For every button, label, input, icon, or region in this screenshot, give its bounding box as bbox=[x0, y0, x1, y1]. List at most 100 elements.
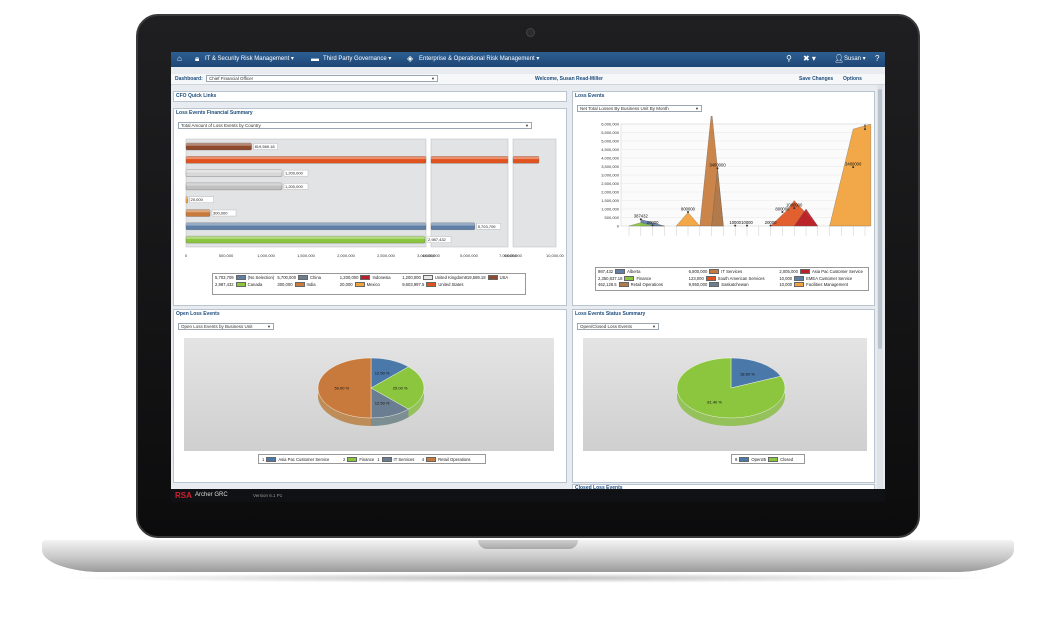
data-point bbox=[639, 218, 642, 221]
legend-swatch bbox=[799, 269, 810, 275]
legend-item: 10,000 Facilities Management bbox=[779, 282, 849, 288]
panel-open-loss-events: Open Loss Events Open Loss Events by Bus… bbox=[173, 309, 567, 483]
point-label: 20000 bbox=[765, 220, 777, 225]
slice-label: 50.00 % bbox=[335, 386, 350, 391]
legend-label: United Kingdom bbox=[434, 275, 465, 280]
data-point bbox=[852, 166, 855, 169]
data-label-bg bbox=[253, 143, 278, 150]
point-label: 3400000 bbox=[709, 163, 726, 168]
status-pie-chart: 18.60 % 81.40 % bbox=[676, 357, 786, 426]
diamond-icon: ◈ bbox=[407, 54, 414, 63]
nav-item-it-security[interactable]: IT & Security Risk Management ▾ bbox=[205, 56, 294, 62]
dashboard-select[interactable]: Chief Financial Officer bbox=[206, 75, 438, 82]
open-loss-pie-chart: 12.50 % 25.00 % 12.50 % 50.00 % bbox=[317, 357, 425, 426]
slice-label: 12.50 % bbox=[375, 370, 390, 375]
legend-swatch bbox=[615, 269, 626, 275]
legend-item: 5,703,709 (No Selection) bbox=[215, 275, 274, 281]
panel-title[interactable]: CFO Quick Links bbox=[176, 93, 217, 99]
legend-label: Indonesia bbox=[372, 275, 391, 280]
legend-item: 2,987,432 Canada bbox=[215, 282, 262, 287]
status-summary-select[interactable]: Open/Closed Loss Events bbox=[577, 323, 659, 330]
version-text: Version 6.1 P1 bbox=[253, 493, 283, 498]
help-icon[interactable]: ? bbox=[875, 54, 880, 63]
bar-indonesia-seg0 bbox=[185, 169, 283, 177]
lock-icon: 🔒︎ bbox=[195, 54, 200, 63]
dashboard-label: Dashboard: bbox=[175, 76, 203, 82]
legend-swatch bbox=[768, 456, 779, 462]
bar-highlight bbox=[431, 156, 508, 160]
legend-value: 987,432 bbox=[598, 269, 614, 274]
legend-value: 2,005,000 bbox=[779, 269, 798, 274]
legend-value: 123,000 bbox=[688, 275, 704, 281]
pie-slice-retail-operations bbox=[317, 357, 372, 419]
legend-count: 35 bbox=[761, 456, 767, 462]
rsa-logo: RSA bbox=[175, 491, 192, 500]
legend-swatch bbox=[354, 281, 365, 287]
home-icon[interactable]: ⌂ bbox=[177, 54, 182, 63]
bar-highlight bbox=[186, 222, 426, 226]
legend-swatch bbox=[381, 456, 392, 462]
panel-title: Loss Events bbox=[575, 93, 605, 99]
open-loss-select[interactable]: Open Loss Events by Business Unit bbox=[178, 323, 274, 330]
data-label-bg bbox=[283, 183, 309, 190]
loss-events-select[interactable]: Net Total Losses By Business Unit By Mon… bbox=[577, 105, 702, 112]
screen: ⌂ 🔒︎ IT & Security Risk Management ▾ ▬ T… bbox=[171, 52, 885, 502]
tools-icon[interactable]: ✖︎ ▾ bbox=[803, 54, 816, 63]
y-tick-label: 5,500,000 bbox=[601, 130, 620, 135]
pie-side-2 bbox=[371, 409, 409, 426]
legend-label: Asia Pac Customer Service bbox=[278, 456, 330, 462]
legend-count: 4 bbox=[421, 456, 425, 462]
user-icon: 👤︎ bbox=[834, 54, 845, 63]
financial-summary-select[interactable]: Total Amount of Loss Events by Country bbox=[178, 122, 532, 129]
data-label: 1,200,000 bbox=[285, 184, 304, 189]
nav-item-third-party[interactable]: Third Party Governance ▾ bbox=[323, 56, 392, 62]
legend-item: 300,000 India bbox=[277, 282, 316, 287]
legend-label: Asia Pac Customer Service bbox=[811, 269, 863, 274]
laptop-notch bbox=[478, 540, 578, 549]
pie-slice-finance bbox=[370, 366, 425, 410]
data-label-bg bbox=[476, 223, 501, 230]
legend-label: Finance bbox=[359, 456, 375, 462]
legend-item: 2,005,000 Asia Pac Customer Service bbox=[779, 269, 863, 275]
legend-value: 20,000 bbox=[339, 281, 353, 287]
legend-label: Facilities Management bbox=[806, 282, 849, 287]
legend-swatch bbox=[426, 456, 437, 462]
legend-label: Finance bbox=[636, 275, 652, 281]
bar-highlight bbox=[186, 169, 282, 173]
bar-highlight bbox=[513, 156, 539, 160]
scrollbar-thumb[interactable] bbox=[878, 89, 882, 349]
legend-swatch bbox=[360, 275, 371, 281]
search-icon[interactable]: ⚲ bbox=[786, 54, 792, 63]
data-label: 2,987,432 bbox=[428, 237, 447, 242]
data-label: 819,569.18 bbox=[255, 144, 276, 149]
save-changes-button[interactable]: Save Changes bbox=[799, 76, 834, 82]
legend-label: Retail Operations bbox=[630, 282, 663, 287]
legend-swatch bbox=[266, 456, 277, 462]
vertical-scrollbar[interactable] bbox=[877, 85, 883, 489]
user-menu[interactable]: Susan ▾ bbox=[844, 56, 866, 62]
panel-financial-summary: Loss Events Financial Summary Total Amou… bbox=[173, 108, 567, 306]
data-point bbox=[687, 211, 689, 214]
data-point bbox=[781, 211, 784, 214]
data-point bbox=[746, 224, 748, 227]
legend-item: 9,603,997.5 United States bbox=[402, 282, 463, 287]
data-point bbox=[864, 128, 866, 131]
legend-item: 987,432 Alberta bbox=[598, 269, 640, 275]
legend-value: 5,700,000 bbox=[277, 275, 297, 280]
panel-title: Loss Events Financial Summary bbox=[176, 110, 253, 116]
footer: RSA Archer GRC Version 6.1 P1 bbox=[171, 489, 885, 502]
nav-item-enterprise[interactable]: Enterprise & Operational Risk Management… bbox=[419, 56, 540, 62]
chart-segment-1 bbox=[430, 138, 509, 248]
legend-swatch bbox=[794, 282, 805, 288]
legend-swatch bbox=[298, 275, 309, 281]
legend-label: United States bbox=[438, 281, 464, 287]
bar-usa-seg0 bbox=[185, 142, 252, 151]
legend-item: 5,700,000 China bbox=[277, 275, 321, 281]
legend-swatch bbox=[709, 269, 720, 275]
options-button[interactable]: Options bbox=[843, 76, 862, 82]
legend-value: 462,128.5 bbox=[598, 282, 617, 287]
x-tick-label: 5,000,000 bbox=[460, 253, 479, 258]
data-label-bg bbox=[189, 196, 214, 203]
laptop-shadow bbox=[60, 573, 996, 583]
legend-item: 6,800,000 IT Services bbox=[689, 269, 742, 275]
